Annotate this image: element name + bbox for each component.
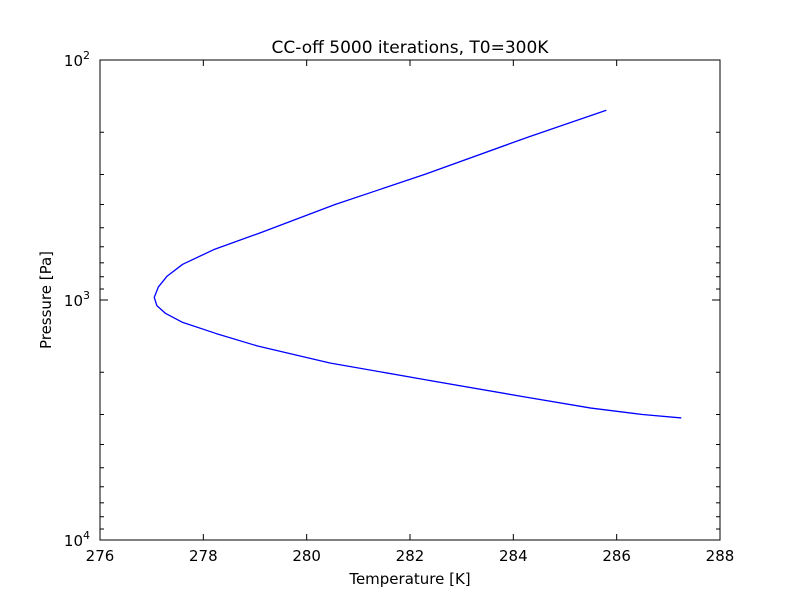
plot-area: [153, 109, 682, 419]
series-line: [153, 109, 682, 419]
x-tick-label: 278: [189, 547, 218, 565]
y-tick-label-base: 10: [64, 52, 83, 70]
x-tick-label: 288: [706, 547, 735, 565]
x-tick-label: 282: [396, 547, 425, 565]
y-tick-label: 103: [64, 289, 90, 310]
x-tick-label: 286: [602, 547, 631, 565]
chart-title: CC-off 5000 iterations, T0=300K: [272, 38, 550, 58]
y-tick-label-exponent: 4: [83, 529, 90, 542]
plot-frame: [99, 59, 721, 541]
x-axis-label: Temperature [K]: [348, 570, 470, 588]
y-tick-label-exponent: 2: [83, 49, 90, 62]
y-tick-label-base: 10: [64, 532, 83, 550]
y-tick-label: 102: [64, 49, 90, 70]
y-axis-label: Pressure [Pa]: [37, 251, 55, 349]
x-tick-label: 280: [292, 547, 321, 565]
y-tick-label: 104: [64, 529, 90, 550]
x-tick-label: 276: [86, 547, 115, 565]
x-tick-label: 284: [499, 547, 528, 565]
y-tick-label-exponent: 3: [83, 289, 90, 302]
y-tick-label-base: 10: [64, 292, 83, 310]
